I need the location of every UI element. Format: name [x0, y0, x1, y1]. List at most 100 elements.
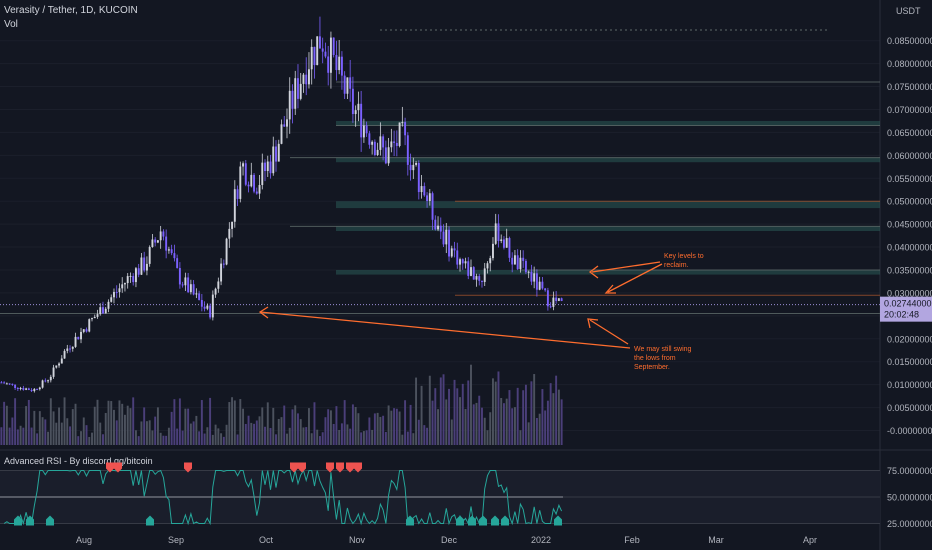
volume-bar: [327, 409, 330, 445]
candle-body: [200, 299, 203, 307]
volume-bar: [167, 427, 170, 445]
candle-body: [283, 124, 286, 127]
volume-bar: [11, 417, 14, 445]
volume-bar: [189, 423, 192, 445]
candle-body: [329, 37, 332, 73]
volume-bar: [335, 406, 338, 445]
candle-body: [415, 162, 418, 165]
volume-bar: [544, 410, 547, 445]
candle-body: [390, 141, 393, 148]
volume-bar: [332, 423, 335, 445]
candle-body: [318, 36, 321, 49]
candle-body: [55, 365, 58, 368]
annotation-text: Key levels to: [664, 253, 704, 260]
candle-body: [360, 103, 363, 138]
candle-body: [297, 78, 299, 99]
price-scale-label: 0.01500000: [887, 357, 932, 367]
annotation-arrowhead: [258, 306, 269, 319]
last-price-value: 0.02744000: [884, 299, 932, 309]
volume-bar: [409, 404, 412, 445]
volume-bar: [74, 403, 77, 445]
volume-bar: [38, 411, 41, 445]
candle-body: [44, 380, 47, 382]
rsi-scale-label: 75.00000000: [887, 466, 932, 476]
price-scale-label: 0.06500000: [887, 128, 932, 138]
candle-body: [475, 276, 478, 280]
candle-body: [113, 291, 115, 298]
candle-body: [126, 276, 129, 284]
volume-bar: [195, 415, 198, 445]
candle-body: [442, 231, 445, 245]
candle-body: [140, 257, 143, 275]
candle-body: [173, 253, 176, 259]
candle-body: [33, 388, 36, 392]
volume-bar: [343, 400, 346, 445]
rsi-scale-label: 50.00000000: [887, 493, 932, 503]
candle-body: [371, 141, 374, 145]
volume-label[interactable]: Vol: [4, 19, 18, 30]
volume-bar: [203, 433, 206, 445]
time-axis: Aug Sep Oct Nov Dec 2022 Feb Mar Apr: [76, 535, 817, 545]
volume-bar: [478, 395, 481, 445]
candle-body: [250, 174, 253, 187]
volume-bar: [55, 422, 58, 445]
candle-body: [170, 249, 173, 254]
volume-bar: [310, 433, 313, 445]
volume-bar: [0, 427, 3, 445]
candle-body: [373, 141, 376, 156]
candle-body: [19, 387, 22, 390]
candle-body: [481, 280, 483, 282]
volume-bar: [354, 406, 357, 445]
volume-bar: [71, 409, 74, 445]
candle-body: [288, 90, 291, 120]
rsi-panel: Advanced RSI - By discord.gg/bitcoin 75.0…: [0, 456, 932, 529]
candle-body: [222, 263, 225, 265]
volume-bar: [170, 411, 173, 445]
volume-bar: [340, 423, 343, 445]
candle-body: [502, 239, 505, 248]
volume-bar: [442, 374, 445, 445]
candle-body: [16, 387, 19, 390]
volume-bar: [233, 400, 236, 445]
candle-body: [406, 135, 409, 165]
candle-body: [99, 307, 102, 315]
volume-bar: [316, 429, 319, 445]
level-zone: [336, 120, 880, 126]
candle-body: [313, 46, 316, 66]
candle-body: [286, 119, 288, 127]
volume-bar: [299, 419, 302, 445]
price-scale-label: 0.07500000: [887, 82, 932, 92]
candle-body: [332, 37, 335, 55]
volume-bar: [96, 399, 99, 445]
volume-bar: [445, 399, 448, 445]
volume-bar: [500, 397, 503, 445]
rsi-sell-signal: [326, 462, 334, 473]
symbol-title[interactable]: Verasity / Tether, 1D, KUCOIN: [4, 5, 138, 16]
volume-bar: [549, 383, 552, 445]
candle-body: [349, 77, 352, 89]
candle-body: [522, 257, 525, 261]
annotation-text: We may still swing: [634, 346, 692, 353]
candle-body: [107, 301, 110, 309]
volume-bar: [522, 390, 525, 445]
volume-bar: [269, 428, 272, 445]
candle-body: [132, 275, 135, 283]
volume-bar: [390, 410, 393, 445]
candle-body: [393, 141, 396, 143]
volume-bar: [368, 417, 371, 445]
volume-bar: [288, 427, 291, 445]
candle-body: [181, 284, 184, 286]
volume-bar: [52, 411, 55, 445]
price-scale-label: 0.01000000: [887, 380, 932, 390]
candle-body: [492, 243, 494, 259]
volume-bar: [346, 424, 349, 445]
candle-body: [327, 56, 330, 73]
candle-body: [420, 186, 423, 193]
candle-body: [494, 223, 497, 244]
candle-body: [220, 263, 223, 282]
candle-body: [461, 259, 464, 264]
volume-bar: [497, 371, 500, 445]
